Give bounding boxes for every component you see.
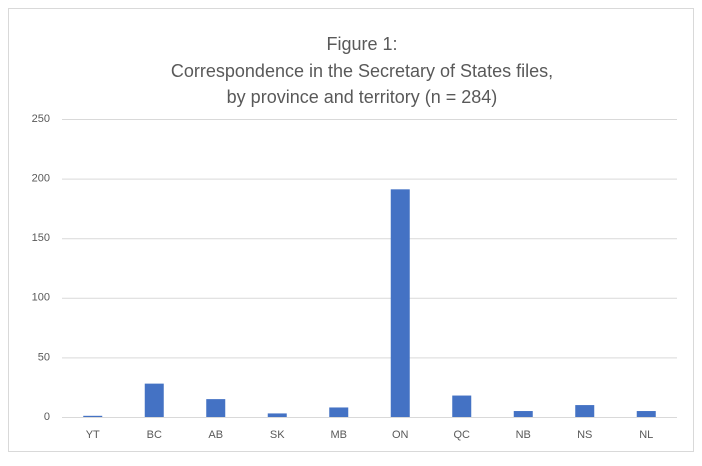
bar (636, 411, 656, 417)
bar (144, 383, 164, 417)
x-tick-label: BC (147, 429, 162, 441)
y-tick-label: 200 (32, 173, 50, 185)
chart-title-line: Correspondence in the Secretary of State… (171, 61, 553, 81)
x-tick-label: QC (454, 429, 471, 441)
y-tick-label: 50 (38, 351, 50, 363)
bar (267, 413, 287, 417)
x-tick-label: NL (639, 429, 653, 441)
bar (329, 407, 349, 417)
y-tick-label: 150 (32, 232, 50, 244)
x-tick-label: AB (208, 429, 223, 441)
x-tick-label: YT (86, 429, 100, 441)
y-tick-label: 0 (44, 411, 50, 423)
bar (206, 399, 226, 417)
x-tick-label: SK (270, 429, 285, 441)
chart-title-line: Figure 1: (326, 34, 397, 54)
bar (452, 395, 472, 417)
y-tick-label: 100 (32, 292, 50, 304)
x-tick-label: ON (392, 429, 409, 441)
x-tick-label: NS (577, 429, 592, 441)
bar (83, 415, 103, 417)
x-tick-label: MB (331, 429, 348, 441)
chart-title-line: by province and territory (n = 284) (227, 87, 498, 107)
bar (575, 405, 595, 417)
bar (390, 189, 410, 417)
x-tick-label: NB (516, 429, 531, 441)
chart-border (8, 8, 694, 452)
bar (513, 411, 533, 417)
y-tick-label: 250 (32, 113, 50, 125)
